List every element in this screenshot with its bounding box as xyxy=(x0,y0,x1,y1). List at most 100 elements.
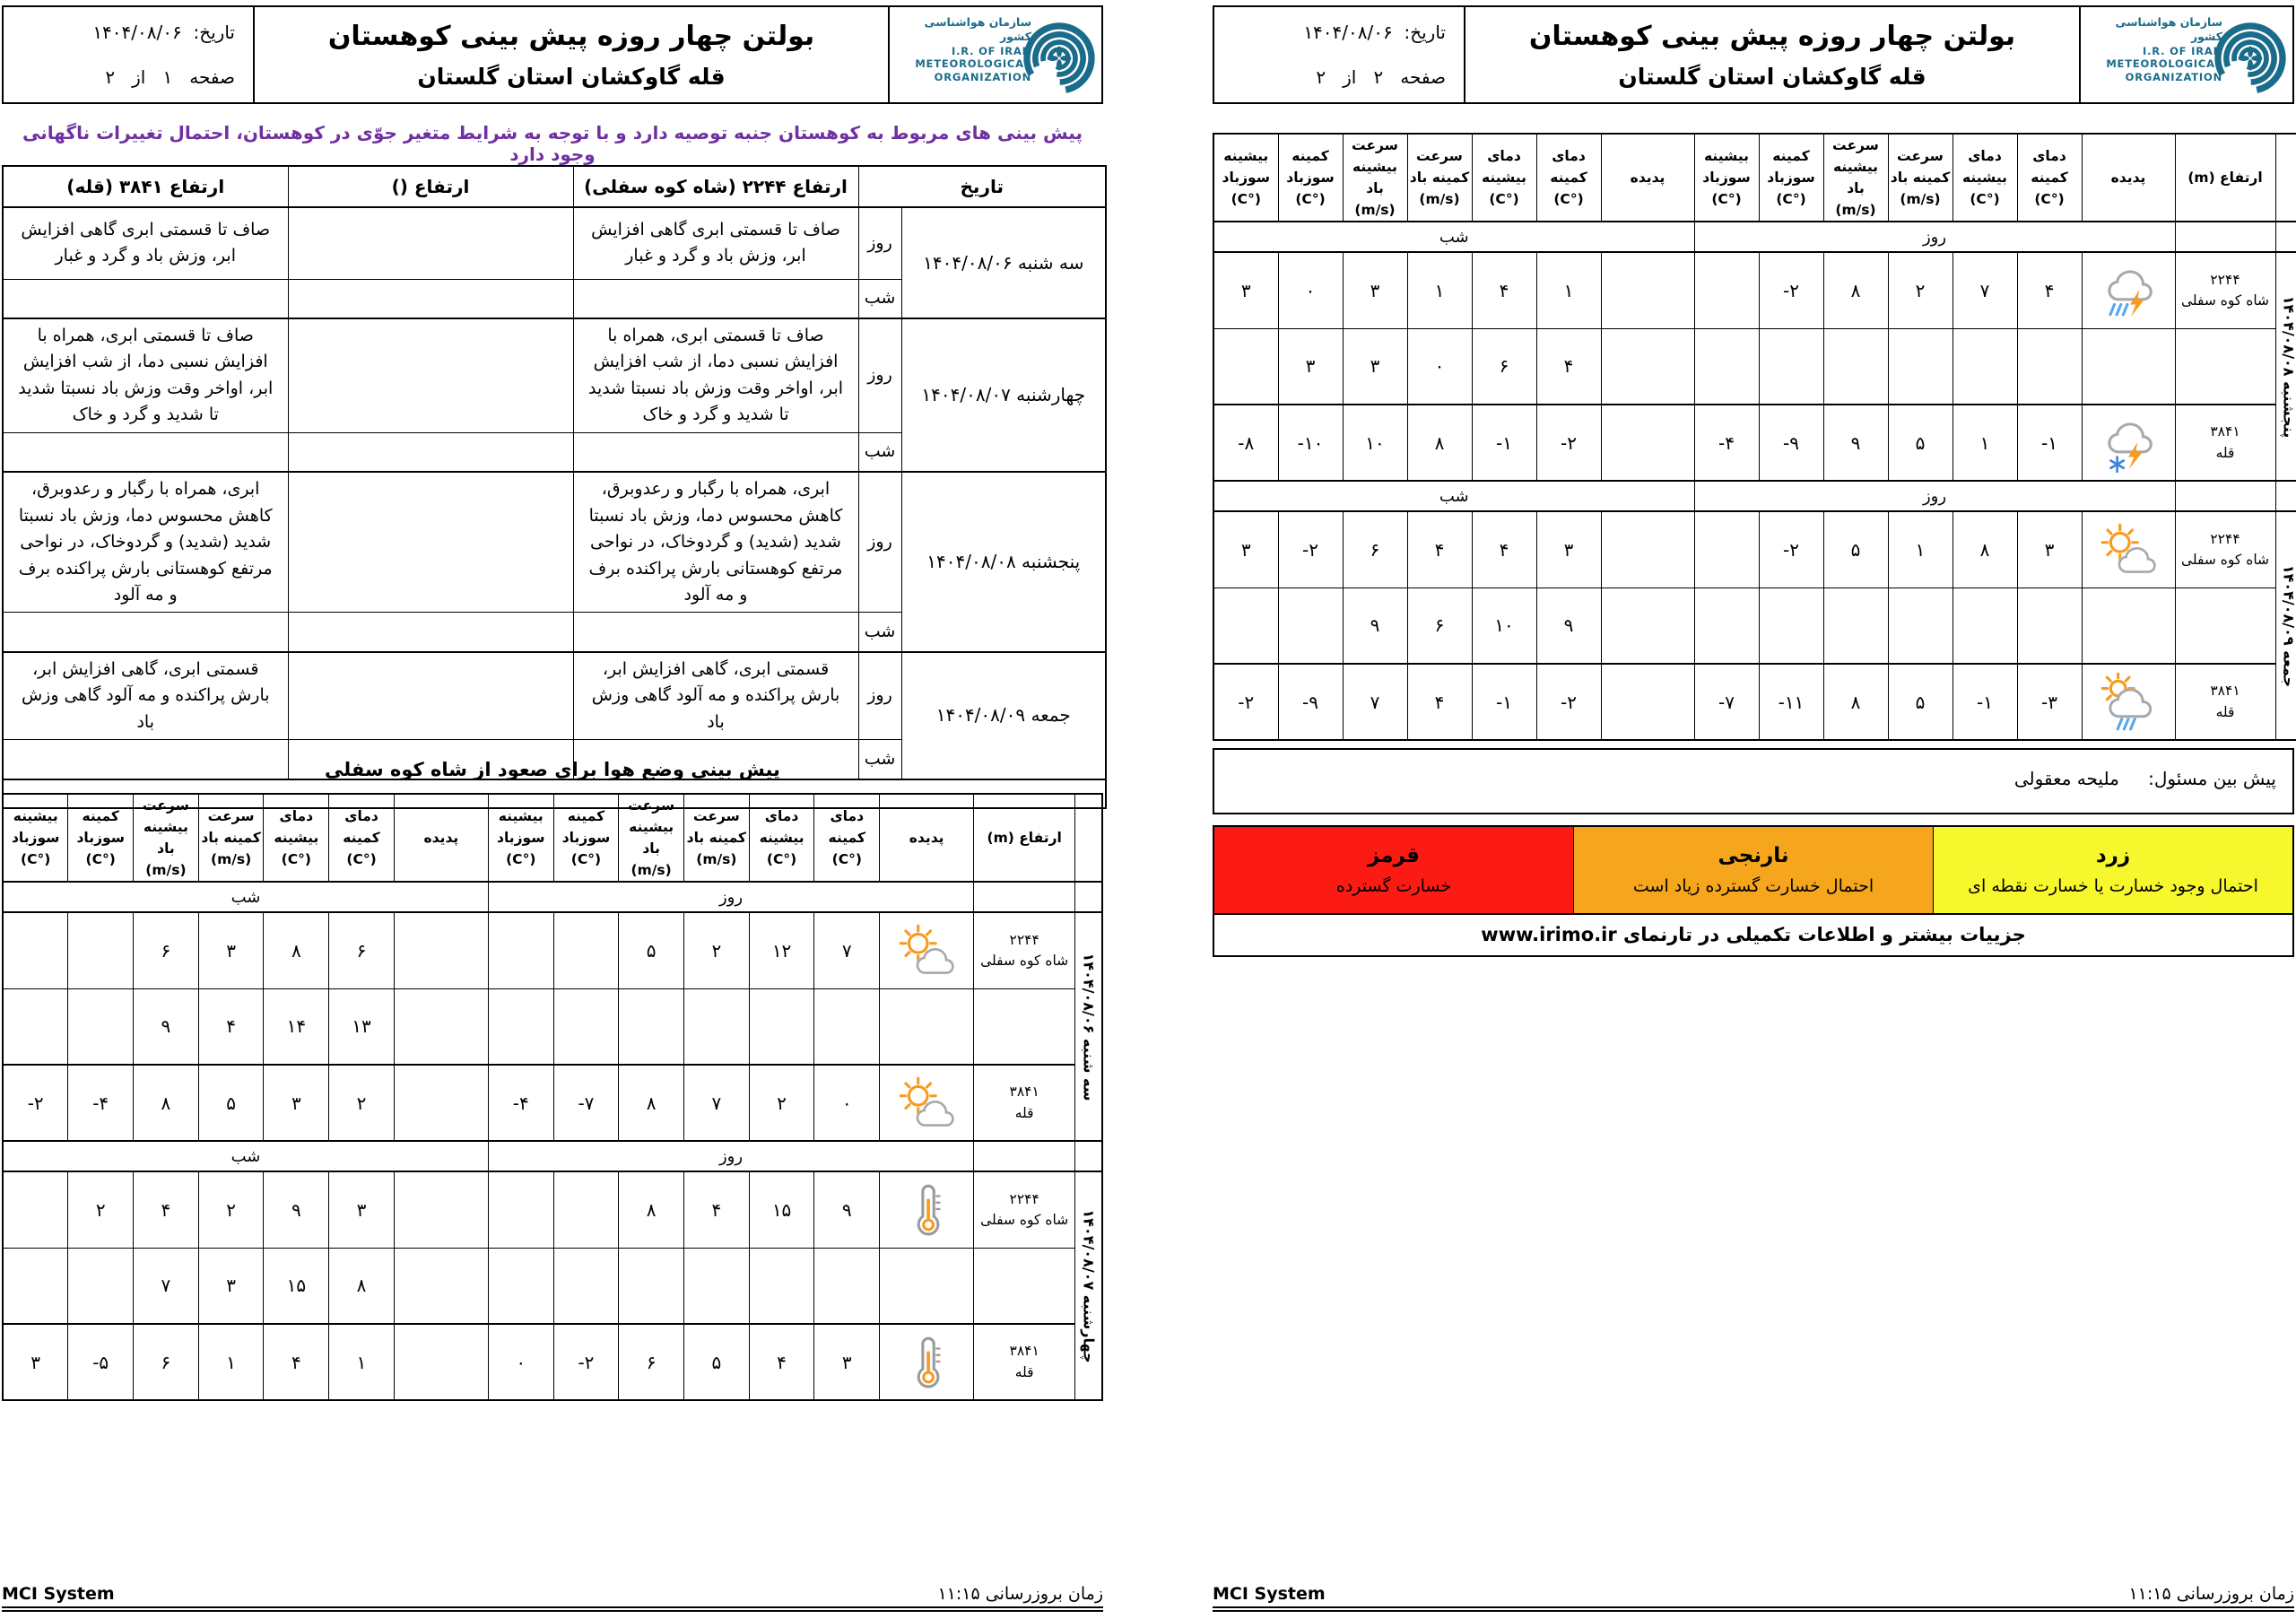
phenomenon-cell xyxy=(393,1064,489,1142)
page-header: سازمان هواشناسی کشور I.R. OF IRAN METEOR… xyxy=(1213,5,2294,104)
column-header-night-0: دمای کمینه (°C) xyxy=(1535,133,1602,223)
value-cell: ۲ xyxy=(683,911,750,989)
value-cell: -۱ xyxy=(2016,404,2083,482)
column-header-night-3: سرعت بیشینه باد (m/s) xyxy=(1342,133,1408,223)
value-cell: ۴ xyxy=(263,1323,330,1401)
value-cell: ۳ xyxy=(2016,510,2083,588)
value-cell xyxy=(487,1247,554,1325)
value-cell: ۷ xyxy=(813,911,881,989)
value-cell: ۶ xyxy=(1342,510,1408,588)
value-cell: -۹ xyxy=(1758,404,1824,482)
value-cell: ۹ xyxy=(263,1171,330,1249)
forecaster-box: پیش بین مسئول: ملیحه معقولی xyxy=(1213,748,2294,814)
altitude-cell: ۲۲۴۴ شاه کوه سفلی xyxy=(2174,510,2276,588)
value-cell: ۶ xyxy=(133,1323,199,1401)
value-cell xyxy=(748,988,815,1066)
period-label-day: روز xyxy=(857,206,902,280)
forecast-text-cell xyxy=(287,317,574,433)
value-cell xyxy=(1693,510,1760,588)
band-spacer xyxy=(2274,221,2296,254)
value-cell: -۸ xyxy=(1213,404,1279,482)
value-cell: ۳ xyxy=(1342,327,1408,405)
value-cell: ۱ xyxy=(197,1323,265,1401)
value-cell xyxy=(1758,327,1824,405)
logo-org-name-en: I.R. OF IRAN xyxy=(2143,44,2222,57)
damage-color-legend: زرد احتمال وجود خسارت یا خسارت نقطه ای ن… xyxy=(1213,825,2294,915)
value-cell: -۷ xyxy=(1693,663,1760,741)
value-cell: ۵ xyxy=(1822,510,1889,588)
value-cell: ۴ xyxy=(2016,251,2083,329)
system-name: MCI System xyxy=(1213,1584,1326,1604)
value-cell: ۱۰ xyxy=(1342,404,1408,482)
value-cell: ۸ xyxy=(618,1171,684,1249)
forecast-text-cell: صاف تا قسمتی ابری، همراه با افزایش نسبی … xyxy=(572,317,859,433)
phenomenon-cell xyxy=(393,1323,489,1401)
band-spacer xyxy=(2174,480,2276,513)
column-header-day-2: سرعت کمینه باد (m/s) xyxy=(1887,133,1953,223)
bulletin-subtitle: قله گاوکشان استان گلستان xyxy=(417,63,726,90)
value-cell xyxy=(2,988,69,1066)
column-header-day-0: دمای کمینه (°C) xyxy=(2016,133,2083,223)
phenomenon-cell xyxy=(1600,327,1695,405)
page-number: صفحه ۲ از ۲ xyxy=(1316,66,1446,88)
forecast-text-cell: صاف تا قسمتی ابری گاهی افزایش ابر، وزش ب… xyxy=(2,206,289,280)
phenomenon-cell xyxy=(1600,663,1695,741)
value-cell: ۴ xyxy=(683,1171,750,1249)
legend-orange: نارنجی احتمال خسارت گسترده زیاد است xyxy=(1574,827,1934,913)
forecast-text-cell xyxy=(287,278,574,319)
column-header-date xyxy=(2274,133,2296,223)
value-cell: ۸ xyxy=(133,1064,199,1142)
value-cell: ۰ xyxy=(487,1323,554,1401)
value-cell xyxy=(1693,251,1760,329)
date-rotated-cell: جمعه ۱۴۰۴/۰۸/۰۹ xyxy=(2274,510,2296,741)
value-cell xyxy=(67,988,135,1066)
phenomenon-cell xyxy=(393,911,489,989)
bulletin-page-1: سازمان هواشناسی کشور I.R. OF IRAN METEOR… xyxy=(0,0,1107,1619)
value-cell: ۰ xyxy=(813,1064,881,1142)
value-cell: ۳ xyxy=(197,911,265,989)
legend-red: قرمز خسارت گسترده xyxy=(1214,827,1574,913)
value-cell: ۸ xyxy=(1822,663,1889,741)
value-cell: ۱۰ xyxy=(1471,587,1537,665)
value-cell xyxy=(552,1171,620,1249)
column-header-alt-blank: ارتفاع () xyxy=(287,165,574,208)
altitude-cell: ۲۲۴۴ شاه کوه سفلی xyxy=(2174,251,2276,329)
value-cell: ۱ xyxy=(1406,251,1473,329)
value-cell: ۳ xyxy=(1213,251,1279,329)
value-cell: ۳ xyxy=(263,1064,330,1142)
value-cell xyxy=(683,988,750,1066)
value-cell xyxy=(487,1171,554,1249)
period-label-night: شب xyxy=(857,431,902,473)
day-band: روز xyxy=(487,1140,975,1173)
value-cell: ۳ xyxy=(197,1247,265,1325)
value-cell: ۹ xyxy=(1342,587,1408,665)
value-cell: -۴ xyxy=(487,1064,554,1142)
value-cell: ۱ xyxy=(1952,404,2018,482)
value-cell: -۲ xyxy=(2,1064,69,1142)
value-cell xyxy=(1213,587,1279,665)
value-cell: ۹ xyxy=(813,1171,881,1249)
forecast-text-cell xyxy=(2,739,289,780)
value-cell: -۱۰ xyxy=(1277,404,1344,482)
thermometer-icon xyxy=(879,1171,975,1249)
update-time: زمان بروزرسانی ۱۱:۱۵ xyxy=(2128,1584,2294,1604)
value-cell: -۱ xyxy=(1952,663,2018,741)
value-cell xyxy=(748,1247,815,1325)
value-cell: ۳ xyxy=(813,1323,881,1401)
value-cell: ۹ xyxy=(1822,404,1889,482)
value-cell: ۱۴ xyxy=(263,988,330,1066)
night-band: شب xyxy=(1213,480,1695,513)
bulletin-title: بولتن چهار روزه پیش بینی کوهستان xyxy=(327,20,815,52)
forecast-text-cell xyxy=(2,612,289,653)
altitude-cell xyxy=(973,988,1076,1066)
phenomenon-cell xyxy=(1600,404,1695,482)
value-cell xyxy=(2,1247,69,1325)
page-number: صفحه ۱ از ۲ xyxy=(105,66,235,88)
bulletin-subtitle: قله گاوکشان استان گلستان xyxy=(1618,63,1926,90)
value-cell: ۷ xyxy=(1342,663,1408,741)
value-cell xyxy=(2016,327,2083,405)
forecaster-name: ملیحه معقولی xyxy=(2013,768,2119,789)
value-cell: ۲ xyxy=(748,1064,815,1142)
band-spacer xyxy=(1074,1140,1103,1173)
period-label-night: شب xyxy=(857,278,902,319)
